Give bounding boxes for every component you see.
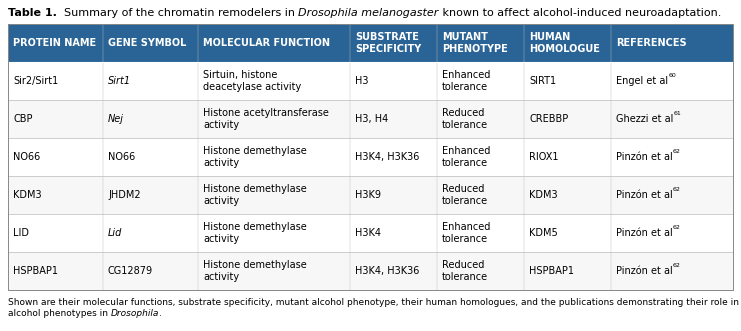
Text: CG12879: CG12879 xyxy=(108,266,153,276)
Bar xyxy=(8,214,733,252)
Text: alcohol phenotypes in: alcohol phenotypes in xyxy=(8,309,111,318)
Text: Ghezzi et al: Ghezzi et al xyxy=(617,114,674,124)
Text: H3K9: H3K9 xyxy=(355,190,381,200)
Text: Reduced
tolerance: Reduced tolerance xyxy=(442,108,488,130)
Text: Pinzón et al: Pinzón et al xyxy=(617,152,673,162)
Text: HSPBAP1: HSPBAP1 xyxy=(13,266,58,276)
Text: MUTANT
PHENOTYPE: MUTANT PHENOTYPE xyxy=(442,32,508,54)
Text: 62: 62 xyxy=(673,149,681,154)
Text: Histone demethylase
activity: Histone demethylase activity xyxy=(203,184,307,206)
Text: Shown are their molecular functions, substrate specificity, mutant alcohol pheno: Shown are their molecular functions, sub… xyxy=(8,298,741,307)
Text: Pinzón et al: Pinzón et al xyxy=(617,228,673,238)
Text: H3, H4: H3, H4 xyxy=(355,114,388,124)
Text: GENE SYMBOL: GENE SYMBOL xyxy=(108,38,186,48)
Bar xyxy=(8,138,733,176)
Text: H3K4: H3K4 xyxy=(355,228,381,238)
Text: Engel et al: Engel et al xyxy=(617,76,668,86)
Text: REFERENCES: REFERENCES xyxy=(617,38,687,48)
Text: Enhanced
tolerance: Enhanced tolerance xyxy=(442,222,491,244)
Text: 62: 62 xyxy=(673,225,681,230)
Text: Nej: Nej xyxy=(108,114,124,124)
Text: Pinzón et al: Pinzón et al xyxy=(617,190,673,200)
Text: HUMAN
HOMOLOGUE: HUMAN HOMOLOGUE xyxy=(529,32,600,54)
Text: KDM3: KDM3 xyxy=(13,190,41,200)
Text: H3K4, H3K36: H3K4, H3K36 xyxy=(355,152,419,162)
Text: NO66: NO66 xyxy=(108,152,135,162)
Bar xyxy=(8,176,733,214)
Text: CREBBP: CREBBP xyxy=(529,114,568,124)
Bar xyxy=(8,62,733,100)
Text: Table 1.: Table 1. xyxy=(8,8,57,18)
Text: 62: 62 xyxy=(673,187,681,192)
Text: Pinzón et al: Pinzón et al xyxy=(617,266,673,276)
Text: 62: 62 xyxy=(673,263,681,268)
Text: MOLECULAR FUNCTION: MOLECULAR FUNCTION xyxy=(203,38,330,48)
Text: Reduced
tolerance: Reduced tolerance xyxy=(442,184,488,206)
Text: Histone demethylase
activity: Histone demethylase activity xyxy=(203,146,307,168)
Text: Summary of the chromatin remodelers in: Summary of the chromatin remodelers in xyxy=(57,8,299,18)
Text: HSPBAP1: HSPBAP1 xyxy=(529,266,574,276)
Text: CBP: CBP xyxy=(13,114,33,124)
Text: SIRT1: SIRT1 xyxy=(529,76,556,86)
Text: Drosophila melanogaster: Drosophila melanogaster xyxy=(299,8,439,18)
Bar xyxy=(8,252,733,290)
Text: 61: 61 xyxy=(674,111,681,116)
Text: Reduced
tolerance: Reduced tolerance xyxy=(442,260,488,282)
Text: LID: LID xyxy=(13,228,29,238)
Text: Enhanced
tolerance: Enhanced tolerance xyxy=(442,146,491,168)
Text: Sirt1: Sirt1 xyxy=(108,76,131,86)
Text: PROTEIN NAME: PROTEIN NAME xyxy=(13,38,96,48)
Text: Histone demethylase
activity: Histone demethylase activity xyxy=(203,260,307,282)
Text: RIOX1: RIOX1 xyxy=(529,152,559,162)
Text: known to affect alcohol-induced neuroadaptation.: known to affect alcohol-induced neuroada… xyxy=(439,8,721,18)
Text: 60: 60 xyxy=(668,73,676,78)
Text: Drosophila: Drosophila xyxy=(111,309,159,318)
Text: Histone acetyltransferase
activity: Histone acetyltransferase activity xyxy=(203,108,329,130)
Bar xyxy=(8,24,733,290)
Text: .: . xyxy=(159,309,162,318)
Text: NO66: NO66 xyxy=(13,152,40,162)
Text: H3K4, H3K36: H3K4, H3K36 xyxy=(355,266,419,276)
Text: Sir2/Sirt1: Sir2/Sirt1 xyxy=(13,76,59,86)
Text: H3: H3 xyxy=(355,76,369,86)
Text: Histone demethylase
activity: Histone demethylase activity xyxy=(203,222,307,244)
Text: JHDM2: JHDM2 xyxy=(108,190,141,200)
Text: Sirtuin, histone
deacetylase activity: Sirtuin, histone deacetylase activity xyxy=(203,70,301,92)
Text: Lid: Lid xyxy=(108,228,122,238)
Bar xyxy=(8,24,733,62)
Text: KDM5: KDM5 xyxy=(529,228,558,238)
Text: Enhanced
tolerance: Enhanced tolerance xyxy=(442,70,491,92)
Text: SUBSTRATE
SPECIFICITY: SUBSTRATE SPECIFICITY xyxy=(355,32,422,54)
Bar xyxy=(8,100,733,138)
Text: KDM3: KDM3 xyxy=(529,190,558,200)
